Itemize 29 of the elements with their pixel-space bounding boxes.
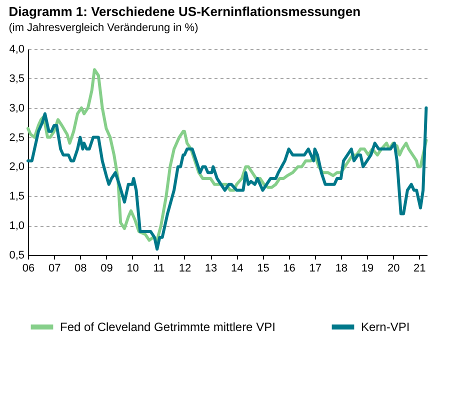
x-tick-label: 07 (48, 262, 61, 274)
x-tick-label: 13 (204, 262, 218, 274)
x-tick-label: 21 (414, 262, 426, 274)
x-tick-label: 06 (22, 262, 35, 274)
chart-title: Diagramm 1: Verschiedene US-Kerninflationsmessungen (8, 4, 361, 19)
y-tick-label: 3,0 (9, 102, 24, 114)
y-tick-label: 1,0 (9, 220, 24, 232)
legend-label: Kern-VPI (361, 320, 410, 334)
x-tick-label: 20 (387, 262, 400, 274)
x-tick-label: 12 (178, 262, 192, 274)
x-tick-label: 08 (74, 262, 87, 274)
y-tick-label: 2,5 (9, 132, 24, 144)
y-tick-label: 4,0 (9, 44, 24, 56)
x-tick-label: 10 (126, 262, 139, 274)
y-tick-label: 0,5 (9, 250, 24, 262)
x-tick-label: 11 (153, 262, 165, 274)
line-series (26, 106, 428, 251)
y-tick-label: 3,5 (9, 72, 24, 85)
x-tick-label: 09 (100, 262, 113, 274)
x-tick-label: 18 (335, 262, 348, 274)
x-tick-label: 15 (257, 262, 270, 274)
x-tick-label: 14 (231, 262, 244, 274)
legend-label: Fed of Cleveland Getrimmte mittlere VPI (60, 320, 276, 334)
x-tick-label: 17 (309, 262, 322, 274)
y-tick-label: 1,5 (9, 190, 24, 203)
x-tick-label: 16 (283, 262, 296, 274)
chart-subtitle: (im Jahresvergleich Veränderung in %) (8, 22, 198, 34)
y-tick-label: 2,0 (9, 161, 24, 174)
x-tick-label: 19 (361, 262, 374, 274)
